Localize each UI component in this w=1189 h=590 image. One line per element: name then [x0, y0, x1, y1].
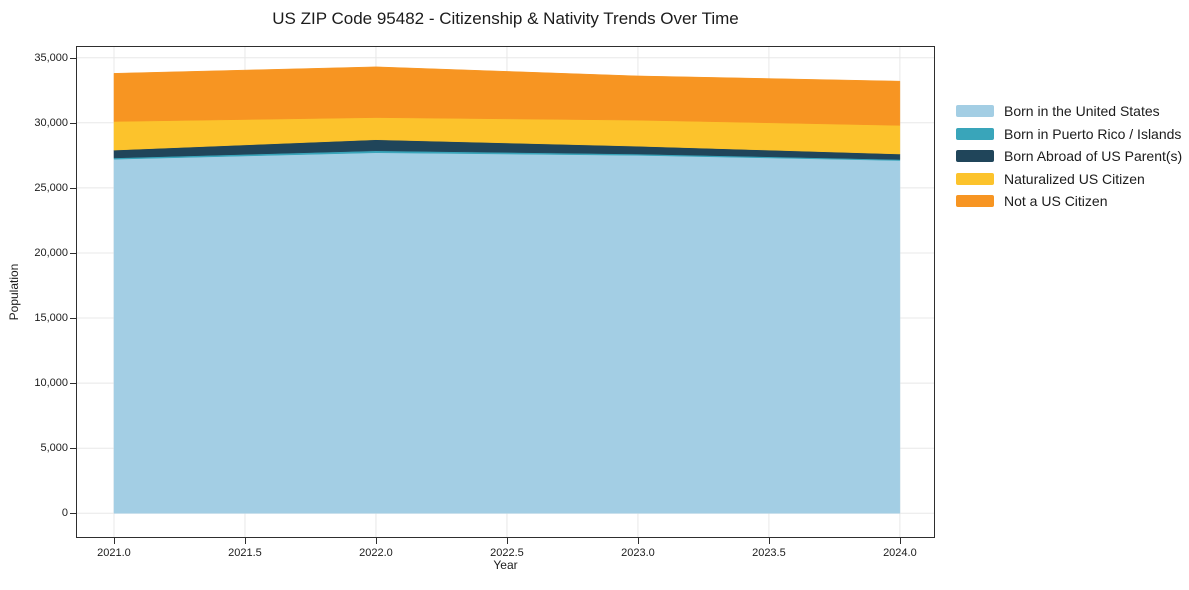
y-tick-mark	[70, 187, 76, 189]
legend-label: Not a US Citizen	[1004, 193, 1108, 210]
legend-swatch	[956, 105, 994, 118]
y-tick-label: 20,000	[34, 246, 68, 259]
x-tick-label: 2023.0	[621, 547, 655, 559]
legend-swatch	[956, 195, 994, 208]
legend-item-born-abroad-of-us-parent-s: Born Abroad of US Parent(s)	[956, 145, 1182, 168]
legend-label: Born Abroad of US Parent(s)	[1004, 148, 1183, 165]
legend-label: Naturalized US Citizen	[1004, 170, 1145, 187]
chart-title: US ZIP Code 95482 - Citizenship & Nativi…	[272, 9, 739, 28]
x-tick-mark	[113, 538, 115, 544]
legend-label: Born in Puerto Rico / Islands	[1004, 125, 1182, 142]
y-tick-label: 25,000	[34, 181, 68, 194]
x-tick-mark	[899, 538, 901, 544]
x-tick-label: 2022.5	[490, 547, 524, 559]
legend-label: Born in the United States	[1004, 103, 1160, 120]
y-tick-label: 30,000	[34, 116, 68, 129]
legend-item-born-in-the-united-states: Born in the United States	[956, 100, 1182, 123]
y-tick-label: 15,000	[34, 312, 68, 325]
legend-item-naturalized-us-citizen: Naturalized US Citizen	[956, 168, 1182, 191]
legend-swatch	[956, 150, 994, 163]
x-tick-mark	[637, 538, 639, 544]
y-tick-label: 10,000	[34, 377, 68, 390]
plot-border	[76, 46, 935, 538]
legend-item-not-a-us-citizen: Not a US Citizen	[956, 190, 1182, 213]
legend-item-born-in-puerto-rico-islands: Born in Puerto Rico / Islands	[956, 123, 1182, 146]
y-tick-label: 0	[61, 507, 68, 520]
x-tick-mark	[375, 538, 377, 544]
chart-canvas	[76, 46, 935, 538]
x-tick-label: 2022.0	[359, 547, 393, 559]
x-tick-label: 2024.0	[883, 547, 917, 559]
y-tick-mark	[70, 448, 76, 450]
legend: Born in the United States Born in Puerto …	[956, 100, 1182, 213]
y-tick-label: 5,000	[40, 442, 68, 455]
y-tick-mark	[70, 318, 76, 320]
x-axis-label: Year	[493, 558, 518, 572]
x-tick-mark	[768, 538, 770, 544]
x-tick-label: 2023.5	[752, 547, 786, 559]
y-tick-mark	[70, 57, 76, 59]
y-tick-mark	[70, 513, 76, 515]
area-not-a-us-citizen	[113, 66, 901, 126]
y-tick-mark	[70, 383, 76, 385]
y-tick-mark	[70, 252, 76, 254]
legend-swatch	[956, 172, 994, 185]
legend-swatch	[956, 127, 994, 140]
x-tick-label: 2021.0	[97, 547, 131, 559]
area-born-in-the-united-states	[113, 152, 901, 514]
plot-area	[76, 46, 935, 538]
y-tick-mark	[70, 122, 76, 124]
x-tick-label: 2021.5	[228, 547, 262, 559]
y-tick-label: 35,000	[34, 51, 68, 64]
x-tick-mark	[506, 538, 508, 544]
x-tick-mark	[244, 538, 246, 544]
